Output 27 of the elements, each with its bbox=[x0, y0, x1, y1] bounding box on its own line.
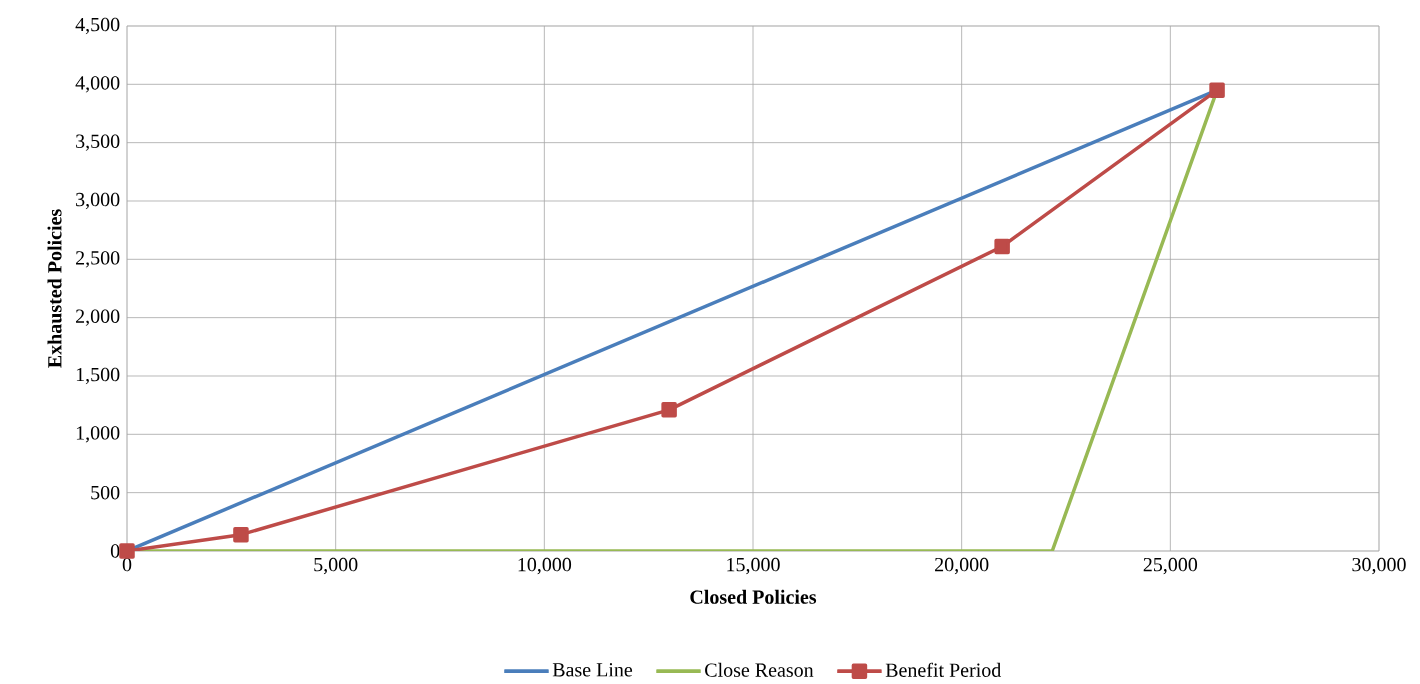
x-axis-title: Closed Policies bbox=[690, 589, 817, 604]
y-tick-label: 1,500 bbox=[76, 367, 120, 385]
y-tick-label: 3,000 bbox=[76, 192, 120, 210]
x-tick-label: 10,000 bbox=[518, 557, 572, 575]
x-tick-label: 0 bbox=[122, 557, 132, 572]
point bbox=[1209, 82, 1225, 98]
point bbox=[119, 543, 135, 559]
legend-label: Close Reason bbox=[705, 662, 814, 677]
point bbox=[661, 402, 677, 418]
y-tick-label: 4,500 bbox=[75, 17, 120, 35]
y-tick-label: 4,000 bbox=[75, 76, 120, 93]
y-tick-label: 500 bbox=[91, 485, 120, 500]
legend-label: Benefit Period bbox=[885, 662, 1002, 677]
y-tick-label: 3,500 bbox=[76, 134, 120, 151]
y-tick-label: 0 bbox=[110, 544, 120, 558]
x-tick-label: 30,000 bbox=[1352, 557, 1406, 575]
y-tick-label: 2,500 bbox=[76, 251, 120, 268]
x-tick-label: 20,000 bbox=[935, 557, 989, 575]
y-axis-title: Exhausted Policies bbox=[47, 209, 62, 368]
x-tick-label: 15,000 bbox=[727, 557, 780, 575]
point bbox=[233, 526, 249, 543]
x-tick-label: 5,000 bbox=[314, 557, 358, 575]
legend-label: Base Line bbox=[552, 663, 633, 677]
y-tick-label: 1,000 bbox=[76, 426, 120, 443]
point bbox=[994, 238, 1010, 255]
y-tick-label: 2,000 bbox=[76, 309, 120, 326]
x-tick-label: 25,000 bbox=[1143, 557, 1198, 575]
